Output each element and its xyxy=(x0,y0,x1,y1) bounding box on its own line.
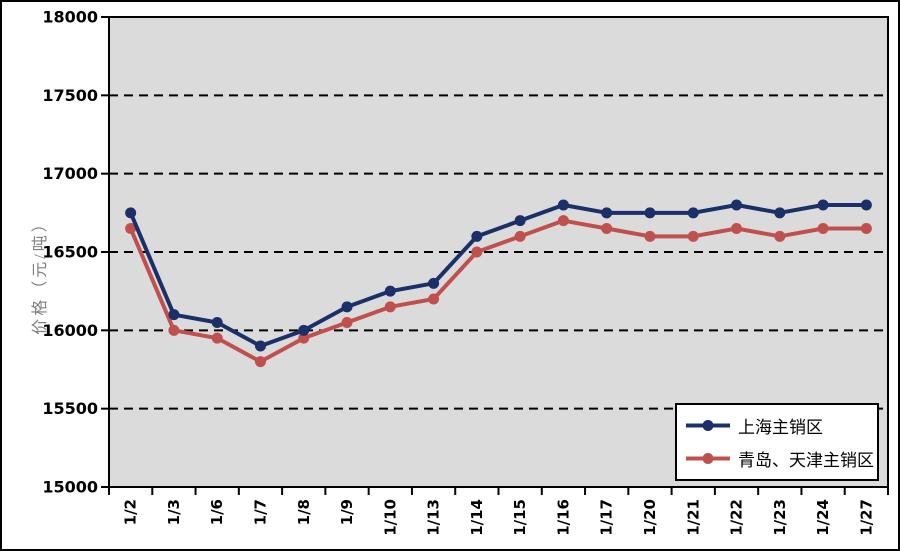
data-point-s0-1/3 xyxy=(168,309,180,321)
data-point-s1-1/2 xyxy=(125,223,137,234)
data-point-s0-1/15 xyxy=(514,215,526,227)
data-point-s0-1/24 xyxy=(817,199,829,211)
x-label-1/16: 1/16 xyxy=(554,499,572,536)
x-label-1/6: 1/6 xyxy=(208,499,226,525)
legend-item-shanghai: 上海主销区 xyxy=(685,413,871,438)
x-label-1/20: 1/20 xyxy=(641,499,659,536)
x-label-1/13: 1/13 xyxy=(425,499,443,536)
data-point-s0-1/6 xyxy=(211,317,223,328)
y-tick-label-16000: 16000 xyxy=(42,321,98,340)
data-point-s1-1/7 xyxy=(254,356,266,368)
data-point-s0-1/13 xyxy=(428,277,440,289)
data-point-s1-1/9 xyxy=(341,317,353,328)
data-point-s1-1/17 xyxy=(601,223,613,234)
data-point-s1-1/22 xyxy=(731,223,743,234)
y-tick-label-18000: 18000 xyxy=(42,8,98,27)
data-point-s0-1/23 xyxy=(774,207,786,219)
data-point-s0-1/27 xyxy=(860,199,872,211)
data-point-s0-1/7 xyxy=(254,340,266,352)
data-point-s0-1/21 xyxy=(687,207,699,219)
x-label-1/21: 1/21 xyxy=(684,499,702,536)
data-point-s1-1/21 xyxy=(687,230,699,242)
data-point-s1-1/15 xyxy=(514,230,526,242)
legend: 上海主销区 青岛、天津主销区 xyxy=(675,403,879,481)
data-point-s1-1/10 xyxy=(384,301,396,313)
x-label-1/7: 1/7 xyxy=(251,499,269,525)
data-point-s0-1/8 xyxy=(298,324,310,336)
series-line-1 xyxy=(128,218,867,364)
series-line-0 xyxy=(128,203,867,348)
x-label-1/27: 1/27 xyxy=(857,499,875,536)
x-label-1/24: 1/24 xyxy=(814,499,832,536)
data-point-s1-1/13 xyxy=(428,293,440,305)
data-point-s1-1/27 xyxy=(860,223,872,234)
data-point-s1-1/14 xyxy=(471,246,483,258)
x-label-1/8: 1/8 xyxy=(295,499,313,525)
data-point-s0-1/10 xyxy=(384,285,396,297)
series-line-marker-icon xyxy=(686,420,730,431)
data-point-s0-1/22 xyxy=(731,199,743,211)
data-point-s0-1/16 xyxy=(557,199,569,211)
y-tick-label-15500: 15500 xyxy=(42,399,98,418)
data-point-s1-1/23 xyxy=(774,230,786,242)
data-point-s0-1/2 xyxy=(125,207,137,219)
x-label-1/2: 1/2 xyxy=(122,499,140,525)
x-label-1/9: 1/9 xyxy=(338,499,356,525)
x-label-1/14: 1/14 xyxy=(468,499,486,536)
data-point-s0-1/17 xyxy=(601,207,613,219)
legend-label-qingdao-tianjin: 青岛、天津主销区 xyxy=(738,451,874,470)
y-tick-label-15000: 15000 xyxy=(42,478,98,497)
x-label-1/3: 1/3 xyxy=(165,499,183,525)
data-point-s1-1/20 xyxy=(644,230,656,242)
x-label-1/15: 1/15 xyxy=(511,499,529,536)
legend-label-shanghai: 上海主销区 xyxy=(738,418,823,437)
x-label-1/22: 1/22 xyxy=(728,499,746,536)
data-point-s1-1/8 xyxy=(298,332,310,344)
data-point-s0-1/20 xyxy=(644,207,656,219)
series-line-marker-icon xyxy=(686,453,730,464)
data-point-s1-1/6 xyxy=(211,332,223,344)
x-label-1/17: 1/17 xyxy=(598,499,616,536)
data-point-s0-1/14 xyxy=(471,230,483,242)
x-label-1/10: 1/10 xyxy=(381,499,399,536)
data-point-s1-1/16 xyxy=(557,215,569,227)
legend-item-qingdao-tianjin: 青岛、天津主销区 xyxy=(685,446,874,471)
data-point-s1-1/24 xyxy=(817,223,829,234)
data-point-s0-1/9 xyxy=(341,301,353,313)
y-tick-label-16500: 16500 xyxy=(42,243,98,262)
y-tick-label-17000: 17000 xyxy=(42,164,98,183)
x-label-1/23: 1/23 xyxy=(771,499,789,536)
y-tick-label-17500: 17500 xyxy=(42,86,98,105)
y-axis-title: 价格（元/吨） xyxy=(32,213,49,335)
data-point-s1-1/3 xyxy=(168,324,180,336)
